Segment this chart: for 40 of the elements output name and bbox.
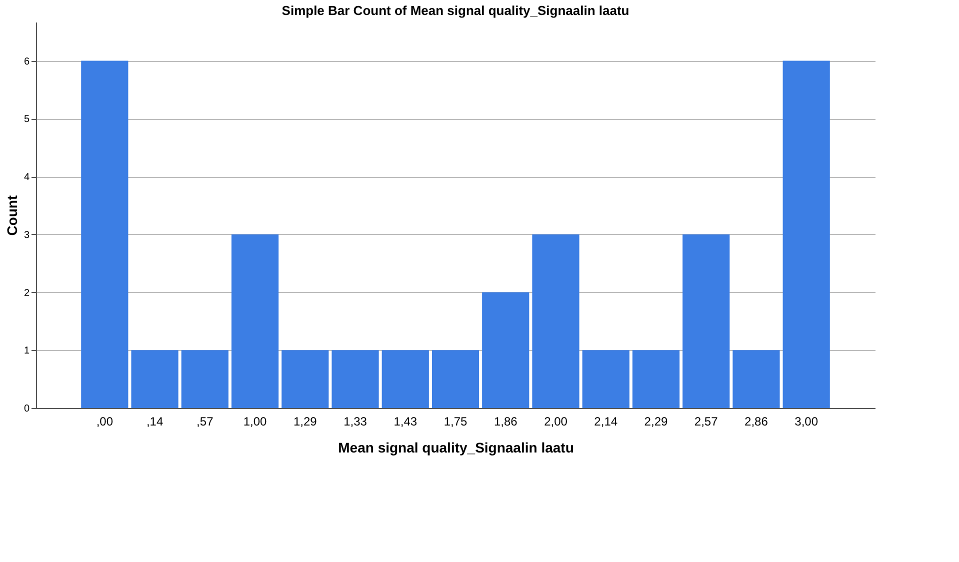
bar <box>332 350 379 408</box>
x-tick-label: ,00 <box>96 414 114 428</box>
x-tick-label: 3,00 <box>794 414 818 428</box>
bar <box>682 234 730 408</box>
x-tick-label: 2,29 <box>644 414 668 428</box>
bar <box>782 60 830 408</box>
y-tick-label: 4 <box>24 172 30 184</box>
y-tick-label: 3 <box>24 230 30 241</box>
x-tick-label: 1,33 <box>344 414 368 428</box>
x-tick-label: 1,43 <box>394 414 418 428</box>
chart-title: Simple Bar Count of Mean signal quality_Signaalin laatu <box>282 3 630 18</box>
x-tick-label: 2,86 <box>744 414 768 428</box>
y-tick-label: 1 <box>24 346 30 357</box>
bar <box>732 350 780 408</box>
x-tick-label: 1,29 <box>293 414 318 428</box>
bar <box>432 350 480 408</box>
y-axis-title: Count <box>4 194 20 236</box>
x-tick-label: ,14 <box>146 414 164 428</box>
y-tick-label: 5 <box>24 114 30 126</box>
bar <box>532 234 580 408</box>
y-tick-label: 2 <box>24 288 30 299</box>
bar <box>131 350 178 408</box>
bar <box>181 350 228 408</box>
x-tick-label: ,57 <box>196 414 214 428</box>
bar <box>81 60 128 408</box>
x-axis-title: Mean signal quality_Signaalin laatu <box>338 440 574 456</box>
bar <box>632 350 680 408</box>
bar <box>582 350 630 408</box>
bar <box>231 234 279 408</box>
x-tick-label: 2,57 <box>694 414 718 428</box>
y-tick-label: 0 <box>24 404 30 414</box>
y-tick-label: 6 <box>24 56 30 68</box>
x-tick-label: 2,14 <box>594 414 618 428</box>
bar <box>282 350 329 408</box>
x-tick-label: 1,75 <box>444 414 468 428</box>
x-tick-label: 2,00 <box>544 414 568 428</box>
bar <box>482 292 530 408</box>
x-tick-label: 1,00 <box>243 414 268 428</box>
bar <box>382 350 429 408</box>
x-tick-label: 1,86 <box>494 414 518 428</box>
